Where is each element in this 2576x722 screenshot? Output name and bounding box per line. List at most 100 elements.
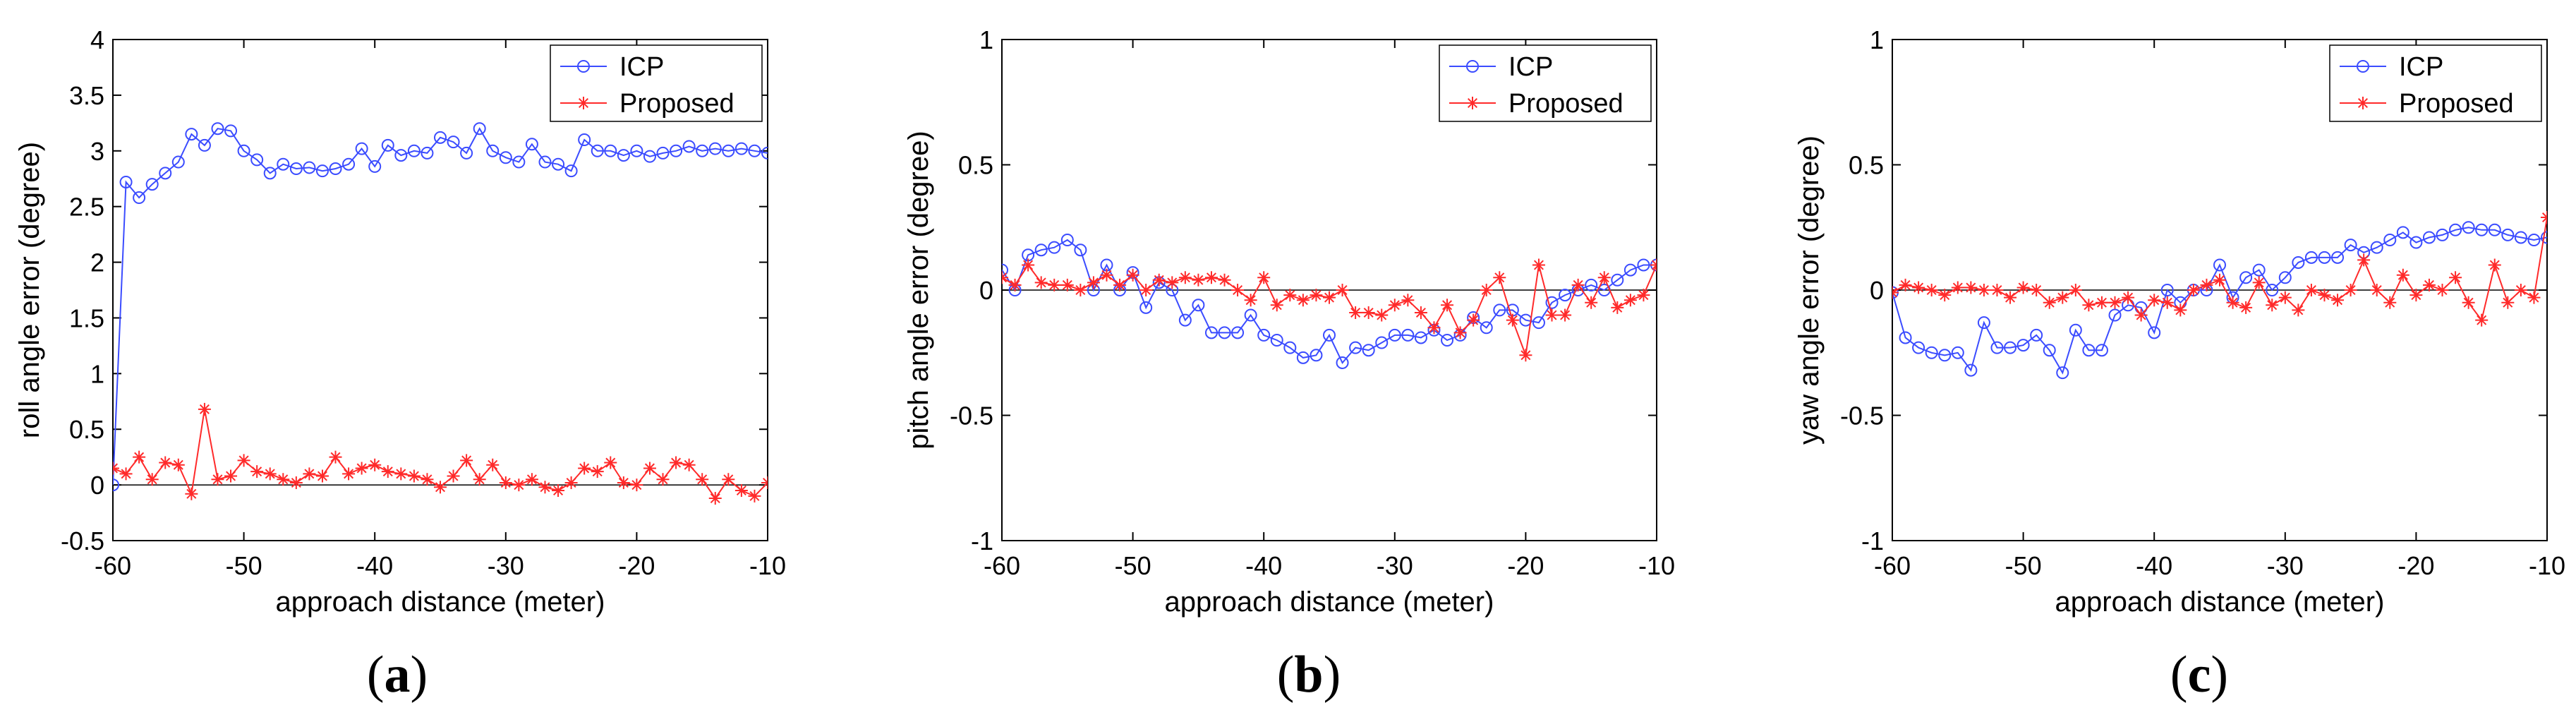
data-point-proposed xyxy=(761,476,768,489)
data-point-icp xyxy=(2252,263,2266,277)
data-point-proposed xyxy=(1296,294,1310,307)
data-point-proposed xyxy=(630,479,643,492)
data-point-icp xyxy=(1938,349,1952,362)
data-point-icp xyxy=(643,150,656,163)
data-point-icp xyxy=(1074,243,1087,257)
data-point-icp xyxy=(2344,239,2357,252)
y-tick-label: 0 xyxy=(90,471,104,500)
data-point-proposed xyxy=(1559,308,1572,322)
data-point-icp xyxy=(1310,349,1323,362)
data-point-proposed xyxy=(538,481,552,494)
x-tick-label: -40 xyxy=(2136,551,2172,580)
data-point-icp xyxy=(682,140,696,153)
data-point-proposed xyxy=(1362,306,1375,319)
data-point-proposed xyxy=(578,462,591,475)
data-point-proposed xyxy=(1060,278,1074,291)
data-point-icp xyxy=(2396,226,2409,239)
data-point-proposed xyxy=(355,462,368,475)
data-point-proposed xyxy=(2304,284,2318,296)
data-point-icp xyxy=(2422,231,2436,244)
data-point-icp xyxy=(708,142,722,155)
data-point-icp xyxy=(1414,331,1427,344)
data-point-icp xyxy=(237,144,250,157)
legend-swatch-marker xyxy=(2357,97,2369,109)
data-point-proposed xyxy=(113,462,119,475)
data-point-icp xyxy=(1493,303,1506,317)
data-point-proposed xyxy=(1192,273,1205,287)
legend-entry-icp: ICP xyxy=(1508,52,1553,82)
data-point-icp xyxy=(250,153,264,167)
data-point-icp xyxy=(1964,363,1978,377)
data-point-proposed xyxy=(277,473,290,486)
data-point-icp xyxy=(1296,351,1310,364)
legend-swatch-marker xyxy=(2357,60,2369,73)
data-point-icp xyxy=(1532,316,1545,330)
data-point-proposed xyxy=(617,476,630,489)
data-point-proposed xyxy=(2134,308,2148,322)
data-point-proposed xyxy=(696,473,709,486)
data-point-icp xyxy=(656,146,670,160)
data-point-icp xyxy=(394,149,408,162)
data-point-icp xyxy=(591,144,604,157)
data-point-icp xyxy=(198,138,211,152)
data-point-proposed xyxy=(1178,271,1192,284)
x-axis-label: approach distance (meter) xyxy=(1165,586,1494,618)
legend-swatch-marker xyxy=(577,97,590,109)
data-point-proposed xyxy=(2226,296,2239,309)
data-point-proposed xyxy=(682,458,696,471)
data-point-icp xyxy=(578,133,591,146)
plot-area xyxy=(112,39,768,541)
data-point-icp xyxy=(1139,301,1153,314)
data-point-proposed xyxy=(1480,284,1493,296)
y-tick-label: -1 xyxy=(971,527,993,555)
data-point-proposed xyxy=(2148,294,2161,307)
data-point-proposed xyxy=(171,458,185,471)
data-point-icp xyxy=(761,146,768,160)
data-point-proposed xyxy=(237,454,250,467)
data-point-icp xyxy=(2462,221,2475,234)
data-point-icp xyxy=(2004,341,2017,354)
data-point-proposed xyxy=(1231,284,1245,296)
y-tick-label: -0.5 xyxy=(950,402,993,431)
data-point-proposed xyxy=(1414,306,1427,319)
data-point-proposed xyxy=(2488,258,2501,272)
x-tick-label: -50 xyxy=(2005,551,2042,580)
data-point-proposed xyxy=(499,476,512,489)
data-point-proposed xyxy=(2056,291,2069,304)
data-point-icp xyxy=(2213,258,2226,272)
data-point-proposed xyxy=(1493,271,1506,284)
data-point-proposed xyxy=(381,465,394,479)
data-point-proposed xyxy=(185,487,198,500)
data-point-icp xyxy=(1192,299,1205,312)
data-point-icp xyxy=(2095,344,2108,357)
x-tick-label: -40 xyxy=(356,551,393,580)
data-point-proposed xyxy=(552,484,565,497)
data-point-icp xyxy=(2069,323,2082,337)
data-point-icp xyxy=(1362,344,1375,357)
y-tick-label: 0.5 xyxy=(69,415,104,444)
data-point-icp xyxy=(355,142,368,155)
data-point-icp xyxy=(1257,328,1271,342)
data-point-proposed xyxy=(1152,273,1166,287)
data-point-icp xyxy=(211,122,224,136)
data-point-proposed xyxy=(159,456,172,469)
data-point-icp xyxy=(473,122,486,136)
data-point-proposed xyxy=(2344,284,2357,296)
x-tick-label: -30 xyxy=(488,551,524,580)
data-point-proposed xyxy=(2396,268,2409,282)
data-point-icp xyxy=(2409,236,2423,249)
data-point-icp xyxy=(119,175,133,188)
data-point-icp xyxy=(2514,231,2527,244)
panel-caption-a: (a) xyxy=(367,646,428,704)
data-point-proposed xyxy=(2030,284,2043,296)
data-point-icp xyxy=(630,144,643,157)
data-point-icp xyxy=(277,157,290,171)
x-tick-label: -10 xyxy=(1638,551,1675,580)
x-tick-label: -20 xyxy=(1507,551,1544,580)
y-tick-label: 0 xyxy=(1870,276,1884,305)
data-point-proposed xyxy=(1310,289,1323,302)
x-tick-label: -10 xyxy=(2529,551,2565,580)
data-point-proposed xyxy=(303,467,316,481)
data-point-proposed xyxy=(1467,313,1480,327)
